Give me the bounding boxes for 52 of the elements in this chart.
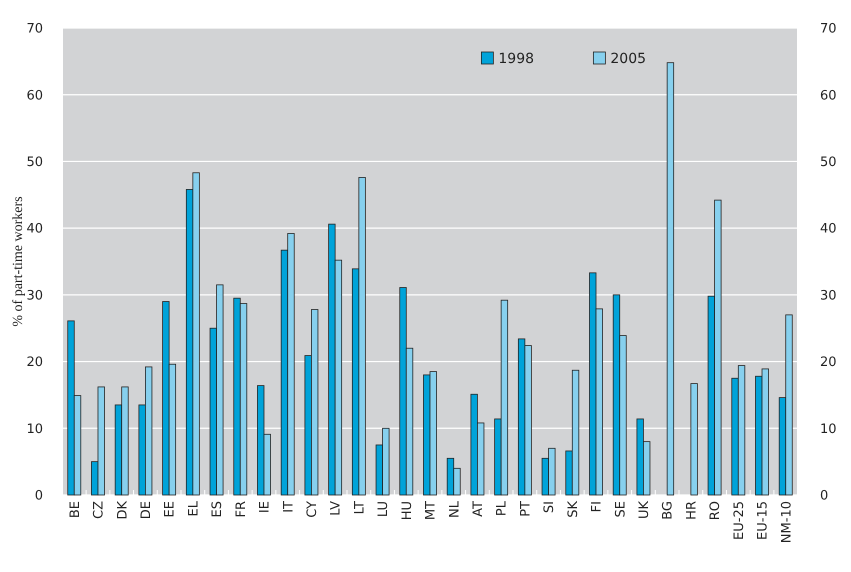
y2-tick-label: 50 <box>820 154 837 170</box>
legend-label: 2005 <box>610 50 646 67</box>
y2-tick-label: 60 <box>820 88 837 104</box>
x-tick-label: NM-10 <box>779 501 794 544</box>
bar <box>690 383 698 496</box>
x-tick-label: DE <box>138 501 154 520</box>
y-tick-label: 20 <box>26 355 43 370</box>
x-tick-label: EU-15 <box>756 501 771 540</box>
y-tick-label: 30 <box>26 288 43 304</box>
y2-tick-label: 40 <box>820 222 837 237</box>
x-tick-label: CY <box>304 500 320 518</box>
x-tick-label: RO <box>708 501 724 520</box>
x-tick-label: LV <box>328 500 344 516</box>
x-tick-label: NL <box>447 500 462 518</box>
x-tick-label: BE <box>68 501 83 518</box>
x-tick-label: AT <box>470 500 486 517</box>
bar <box>666 62 674 496</box>
y2-tick-label: 20 <box>820 355 837 370</box>
y-tick-label: 0 <box>34 488 43 504</box>
x-tick-label: ES <box>210 501 226 518</box>
y-axis-title: % of part-time workers <box>11 196 26 327</box>
x-tick-label: EU-25 <box>732 501 747 540</box>
x-tick-label: LT <box>352 500 368 514</box>
x-tick-label: SE <box>613 501 628 518</box>
y-tick-label: 40 <box>26 222 43 237</box>
y2-tick-label: 30 <box>820 288 837 304</box>
x-tick-label: IE <box>258 501 273 514</box>
x-tick-label: BG <box>660 501 676 520</box>
x-tick-label: MT <box>424 500 439 520</box>
x-tick-label: HR <box>684 501 700 520</box>
x-tick-label: PL <box>494 500 510 516</box>
y-tick-label: 50 <box>26 154 43 170</box>
x-tick-label: DK <box>115 500 130 520</box>
x-tick-label: CZ <box>92 500 107 519</box>
y-tick-label: 60 <box>26 88 43 104</box>
x-tick-label: EE <box>162 501 178 518</box>
x-tick-label: FR <box>234 501 249 518</box>
legend-label: 1998 <box>498 50 534 67</box>
x-tick-label: HU <box>400 501 415 520</box>
x-tick-label: SI <box>542 501 558 514</box>
y2-tick-label: 10 <box>820 422 837 437</box>
x-tick-label: EL <box>186 500 202 516</box>
y2-tick-label: 0 <box>820 488 828 504</box>
y2-tick-label: 70 <box>820 22 837 37</box>
x-tick-label: LU <box>376 501 392 518</box>
y-tick-label: 70 <box>26 22 43 37</box>
x-tick-label: SK <box>566 500 581 518</box>
x-tick-label: PT <box>518 500 534 517</box>
x-tick-label: FI <box>590 501 605 512</box>
y-tick-label: 10 <box>26 422 43 437</box>
x-tick-label: UK <box>636 500 652 520</box>
x-tick-label: IT <box>281 500 296 513</box>
